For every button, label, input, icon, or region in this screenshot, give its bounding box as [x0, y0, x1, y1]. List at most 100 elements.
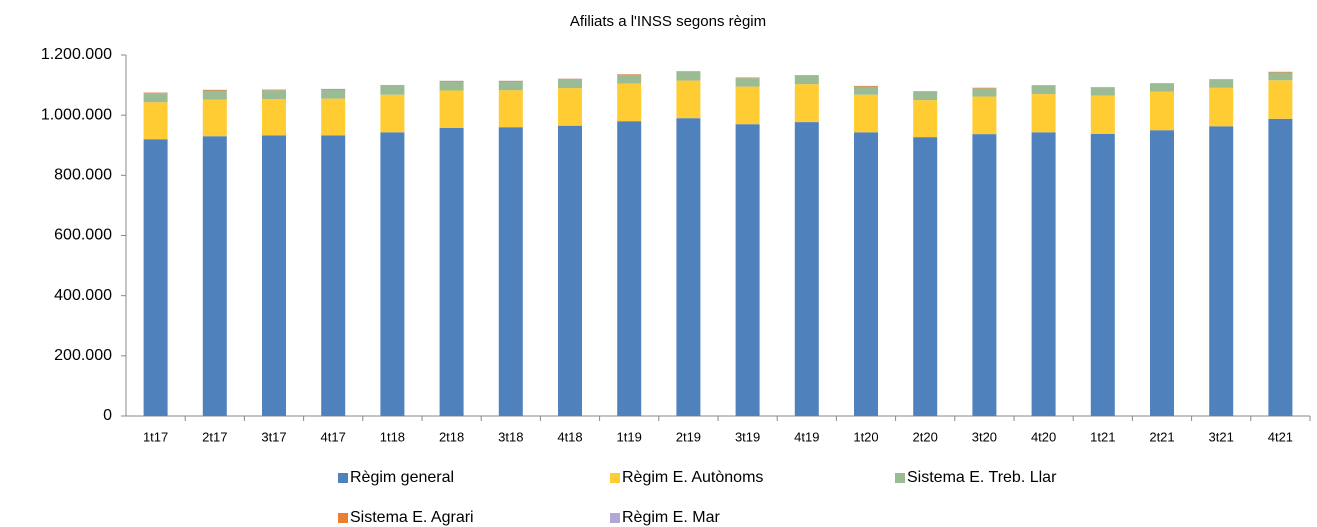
y-tick-label: 200.000 [54, 347, 112, 364]
bar-segment [1209, 79, 1234, 80]
bar-segment [321, 98, 346, 136]
bar-segment [1031, 85, 1056, 86]
legend-label: Sistema E. Agrari [350, 509, 474, 526]
bar-segment [617, 121, 642, 416]
bar-segment [498, 90, 523, 128]
bar-segment [439, 81, 464, 91]
bar-segment [498, 81, 523, 91]
bar-segment [262, 89, 286, 91]
bar-segment [558, 88, 582, 126]
y-tick-label: 1.000.000 [41, 106, 112, 123]
bar-segment [735, 78, 760, 87]
x-tick-label: 3t19 [735, 429, 760, 444]
x-tick-label: 2t21 [1149, 429, 1174, 444]
bar-segment [854, 132, 878, 417]
bar-segment [380, 94, 405, 133]
bar-segment [1150, 83, 1174, 84]
bar-segment [202, 90, 227, 100]
bar-segment [1209, 79, 1234, 88]
bar-segment [439, 90, 464, 128]
bar-segment [1268, 72, 1293, 81]
bar-segment [913, 137, 938, 416]
bar-segment [558, 125, 582, 416]
x-tick-label: 1t21 [1090, 429, 1115, 444]
bar-segment [794, 75, 819, 76]
bar-segment [913, 92, 938, 101]
bar-segment [202, 89, 227, 91]
bar-segment [321, 89, 346, 99]
legend-label: Règim E. Autònoms [622, 469, 763, 486]
bar-segment [1150, 83, 1174, 92]
bar-segment [1150, 130, 1174, 417]
bar-segment [1268, 71, 1293, 73]
legend-swatch [610, 473, 620, 483]
x-tick-label: 4t20 [1031, 429, 1056, 444]
legend-swatch [338, 513, 348, 523]
bar-segment [498, 127, 523, 416]
legend-label: Règim E. Mar [622, 509, 720, 526]
bar-segment [262, 135, 286, 416]
bar-segment [1150, 91, 1174, 131]
bar-segment [913, 91, 938, 93]
bar-segment [972, 87, 997, 89]
bar-segment [676, 80, 701, 119]
bar-segment [202, 136, 227, 416]
bar-segment [735, 86, 760, 125]
bar-segment [1031, 94, 1056, 133]
bar-segment [439, 127, 464, 416]
bar-segment [380, 85, 405, 86]
bar-segment [1209, 87, 1234, 127]
legend-swatch [610, 513, 620, 523]
bar-segment [794, 84, 819, 123]
x-tick-label: 2t17 [202, 429, 227, 444]
bar-segment [854, 85, 878, 87]
bar-segment [558, 79, 582, 89]
bar-segment [439, 80, 464, 82]
x-tick-label: 3t18 [498, 429, 523, 444]
x-tick-label: 2t19 [676, 429, 701, 444]
x-tick-label: 4t19 [794, 429, 819, 444]
bar-segment [972, 96, 997, 135]
bar-segment [1268, 80, 1293, 119]
chart-title: Afiliats a l'INSS segons règim [570, 13, 766, 30]
legend-swatch [895, 473, 905, 483]
bar-segment [1090, 87, 1115, 88]
bar-segment [262, 99, 286, 136]
bar-segment [380, 85, 405, 95]
bar-segment [1031, 85, 1056, 95]
x-tick-label: 4t17 [321, 429, 346, 444]
x-tick-label: 2t20 [913, 429, 938, 444]
x-tick-label: 2t18 [439, 429, 464, 444]
bar-segment [321, 135, 346, 416]
bar-segment [913, 100, 938, 138]
y-tick-label: 0 [103, 407, 112, 424]
bar-segment [321, 88, 346, 90]
bar-segment [854, 86, 878, 95]
bar-segment [794, 122, 819, 417]
x-tick-label: 4t21 [1268, 429, 1293, 444]
x-tick-label: 1t18 [380, 429, 405, 444]
bar-segment [262, 90, 286, 100]
x-tick-label: 3t20 [972, 429, 997, 444]
bar-segment [143, 139, 168, 416]
bar-segment [143, 92, 168, 94]
y-tick-label: 1.200.000 [41, 46, 112, 63]
bar-segment [1268, 118, 1293, 416]
bar-segment [794, 75, 819, 85]
x-tick-label: 3t21 [1209, 429, 1234, 444]
bar-segment [1090, 87, 1115, 96]
bar-segment [558, 78, 582, 80]
bar-segment [380, 132, 405, 417]
bar-segment [1031, 132, 1056, 417]
bar-segment [202, 99, 227, 137]
legend-label: Sistema E. Treb. Llar [907, 469, 1057, 486]
bar-segment [1090, 133, 1115, 416]
x-tick-label: 4t18 [557, 429, 582, 444]
bar-segment [735, 77, 760, 79]
bar-segment [143, 93, 168, 103]
bar-segment [676, 118, 701, 417]
y-tick-label: 600.000 [54, 227, 112, 244]
bar-segment [676, 71, 701, 81]
y-tick-label: 800.000 [54, 167, 112, 184]
